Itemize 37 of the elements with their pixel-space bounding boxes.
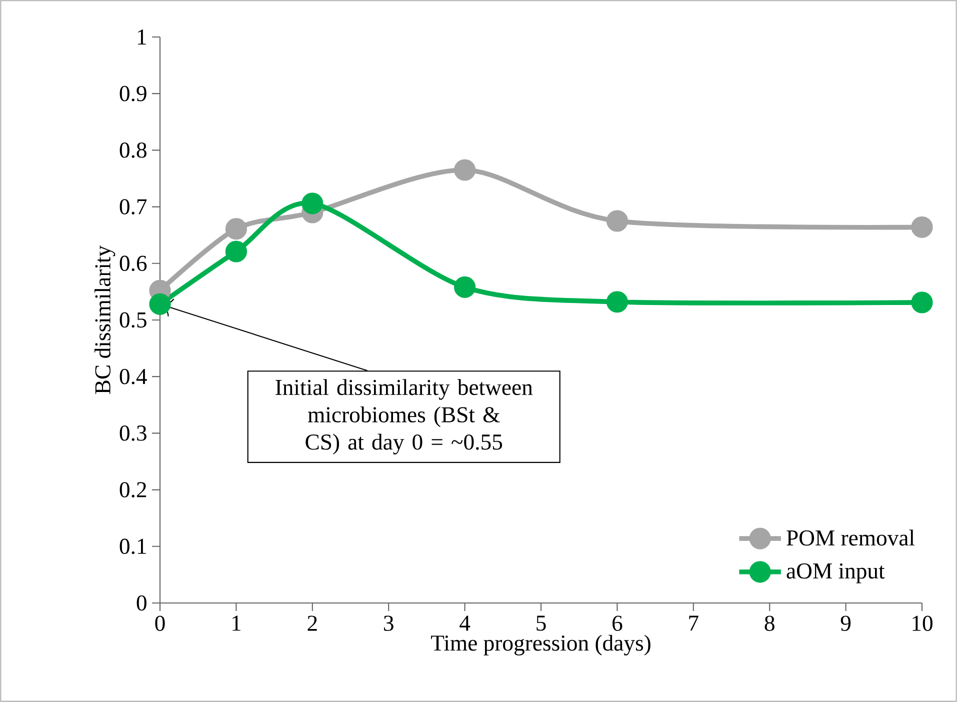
y-tick-label: 0.6 xyxy=(120,256,147,272)
x-tick-label: 3 xyxy=(384,616,394,631)
point xyxy=(225,240,248,262)
y-tick-label: 1 xyxy=(138,29,146,44)
y-tick-label: 0.2 xyxy=(120,482,146,498)
x-tick-label: 4 xyxy=(460,616,470,631)
y-tick-label: 0.3 xyxy=(120,425,146,441)
x-axis-title: Time progression (days) xyxy=(431,634,650,656)
x-tick-label: 2 xyxy=(308,616,317,631)
legend-label: POM removal xyxy=(786,530,915,546)
x-tick-label: 1 xyxy=(232,616,241,631)
x-tick-label: 6 xyxy=(612,616,622,631)
x-tick-label: 8 xyxy=(764,616,774,631)
x-tick-label: 7 xyxy=(689,616,698,631)
x-tick-label: 0 xyxy=(155,616,165,631)
point xyxy=(454,159,476,181)
point xyxy=(454,276,476,298)
x-tick-label: 9 xyxy=(840,616,851,631)
point xyxy=(911,216,933,238)
point xyxy=(149,293,171,315)
y-tick-label: 0.5 xyxy=(120,312,146,328)
y-axis-title: BC dissimilarity xyxy=(94,245,116,394)
point xyxy=(606,210,628,232)
x-tick-label: 10 xyxy=(912,616,932,631)
point xyxy=(606,291,628,313)
x-tick-label: 5 xyxy=(536,616,546,631)
y-tick-label: 0.8 xyxy=(120,142,146,158)
y-tick-label: 0 xyxy=(136,595,146,611)
legend-label: aOM input xyxy=(786,563,885,584)
annotation: Initial dissimilarity between microbiomes (BSt & CS) at day 0 = ~0.55 xyxy=(276,379,533,454)
point xyxy=(302,192,324,214)
y-tick-label: 0.1 xyxy=(120,538,146,554)
point xyxy=(911,292,933,314)
point xyxy=(225,218,248,240)
y-tick-label: 0.4 xyxy=(120,368,147,384)
y-tick-label: 0.7 xyxy=(120,199,147,214)
y-tick-label: 0.9 xyxy=(120,86,146,102)
